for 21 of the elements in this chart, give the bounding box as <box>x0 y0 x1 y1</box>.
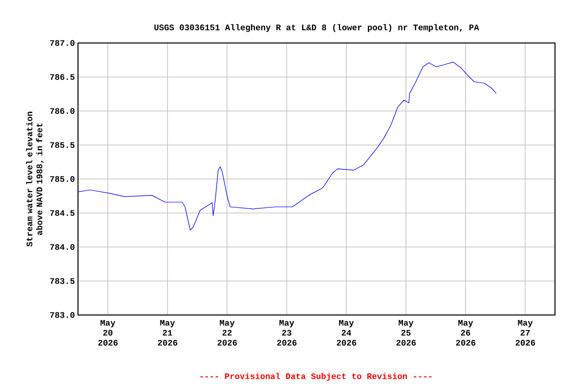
y-tick-label: 785.0 <box>50 176 74 182</box>
text: ---- Provisional Data Subject to Revision ---- <box>200 372 432 381</box>
chart-title: USGS 03036151 Allegheny R at L&D 8 (lower pool) nr Templeton, PA <box>154 24 480 32</box>
x-tick-label: May 20 2026 <box>98 320 118 346</box>
x-tick-label: May 24 2026 <box>336 320 356 346</box>
y-tick-label: 783.5 <box>50 278 75 284</box>
y-tick-label: 786.0 <box>50 108 74 114</box>
y-tick-label: 784.0 <box>50 244 74 250</box>
y-tick-label: 786.5 <box>50 74 75 80</box>
x-tick-label: May 21 2026 <box>158 320 178 346</box>
x-tick-label: May 22 2026 <box>218 320 237 346</box>
y-tick-label: 784.5 <box>50 210 75 216</box>
y-axis-title: Stream water level elevation above NAVD 1988, in feet <box>26 112 44 247</box>
y-tick-label: 783.0 <box>50 312 74 318</box>
y-tick-label: 785.5 <box>50 142 75 148</box>
x-tick-label: May 26 2026 <box>456 320 476 346</box>
x-tick-label: May 25 2026 <box>396 320 416 346</box>
x-tick-label: May 27 2026 <box>516 320 536 346</box>
x-tick-label: May 23 2026 <box>277 320 297 346</box>
line-series <box>78 62 497 230</box>
y-tick-label: 787.0 <box>50 40 74 46</box>
